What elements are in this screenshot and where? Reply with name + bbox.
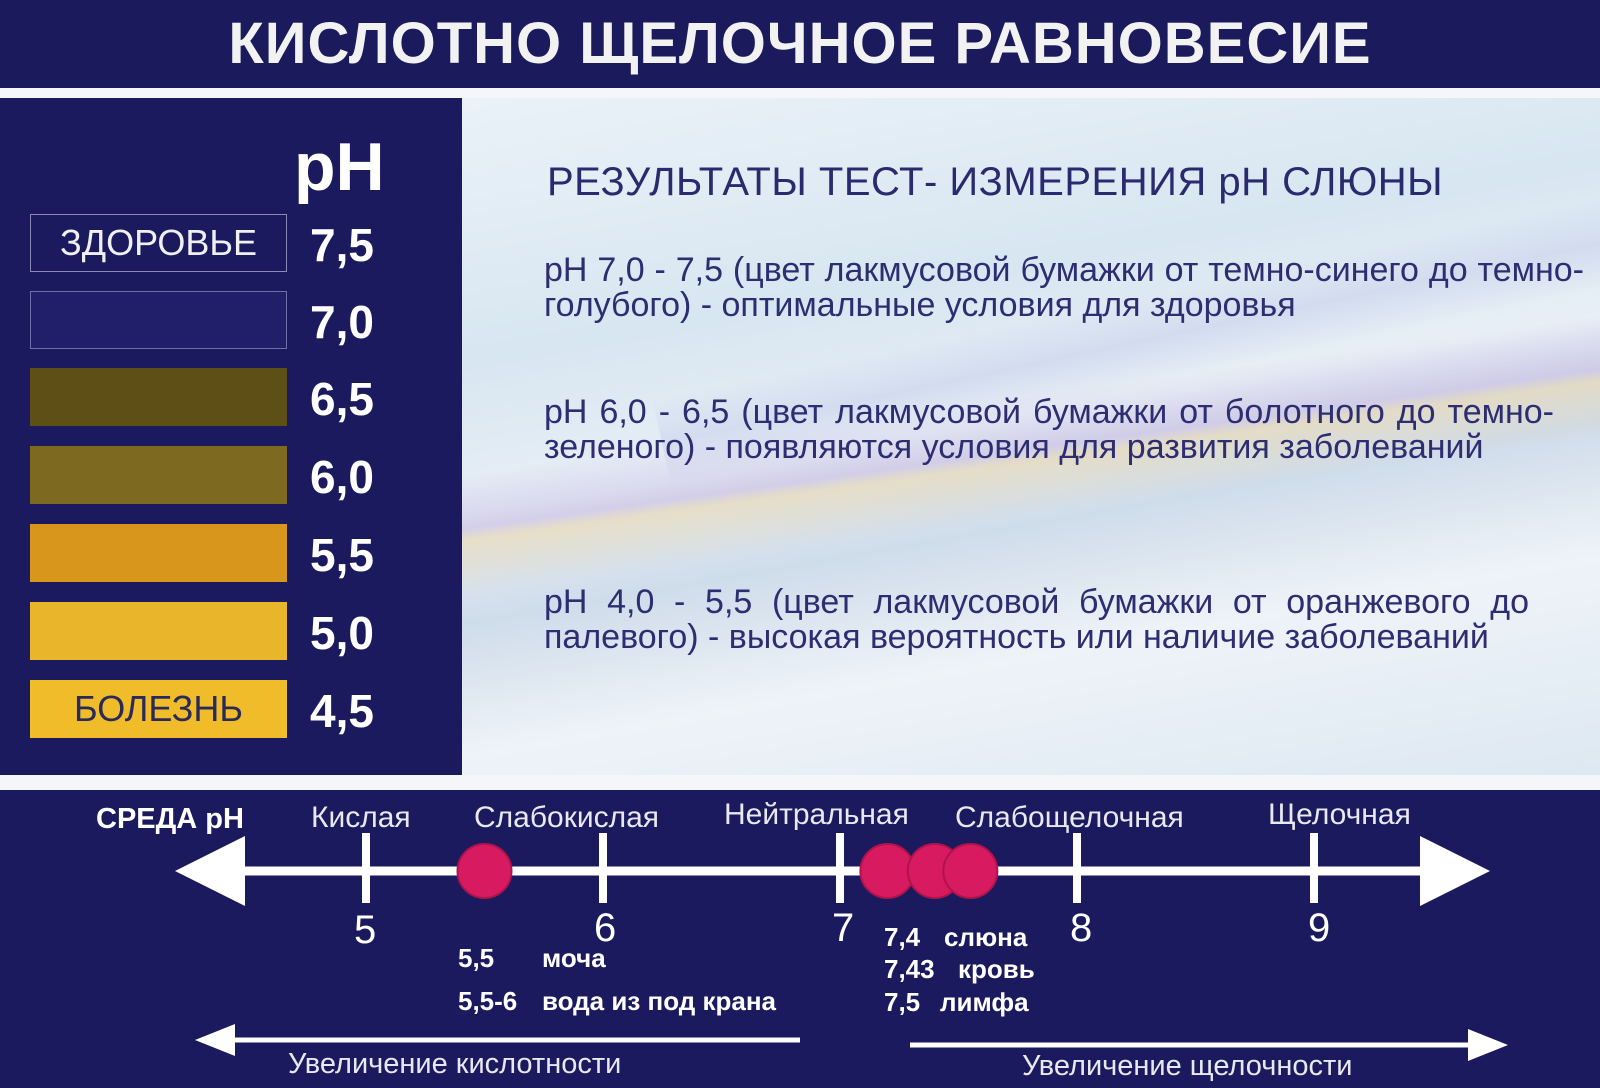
note-text: лимфа xyxy=(940,987,1029,1017)
note-value: 5,5-6 xyxy=(458,986,518,1016)
note-text: вода из под крана xyxy=(542,986,776,1016)
acidity-arrow-label: Увеличение кислотности xyxy=(288,1048,622,1080)
note-value: 7,43 xyxy=(884,954,935,984)
ph-point-marker xyxy=(456,843,513,899)
ph-value: 5,5 xyxy=(310,529,374,581)
alkalinity-arrow-head xyxy=(1468,1029,1508,1061)
zone-label: Щелочная xyxy=(1268,798,1411,831)
note-text: моча xyxy=(542,943,606,973)
result-paragraph: pH 4,0 - 5,5 (цвет лакмусовой бумажки от… xyxy=(544,583,1529,656)
tick-label: 8 xyxy=(1070,906,1093,950)
swatch-ph-7-0 xyxy=(30,291,287,349)
bottom-divider xyxy=(0,775,1600,790)
ph-point-marker xyxy=(942,843,999,899)
header-divider xyxy=(0,88,1600,98)
acidity-arrow-head xyxy=(195,1024,235,1056)
header: КИСЛОТНО ЩЕЛОЧНОЕ РАВНОВЕСИЕ xyxy=(0,0,1600,88)
ph-value: 6,0 xyxy=(310,451,374,503)
swatch-ph-6-0 xyxy=(30,446,287,504)
results-title: РЕЗУЛЬТАТЫ ТЕСТ- ИЗМЕРЕНИЯ pH СЛЮНЫ xyxy=(547,160,1444,204)
tick-label: 5 xyxy=(354,908,377,952)
tick-label: 9 xyxy=(1308,906,1331,950)
ph-value: 5,0 xyxy=(310,607,374,659)
note-value: 7,4 xyxy=(884,922,921,952)
zone-label: Слабощелочная xyxy=(955,801,1184,834)
swatch-health: ЗДОРОВЬЕ xyxy=(30,214,287,272)
swatch-label: БОЛЕЗНЬ xyxy=(73,688,244,729)
swatch-ph-5-0 xyxy=(30,602,287,660)
swatch-label: ЗДОРОВЬЕ xyxy=(60,222,257,263)
ph-heading: pH xyxy=(294,129,385,205)
zone-label: Нейтральная xyxy=(724,798,909,831)
note-value: 5,5 xyxy=(458,943,495,973)
zone-label: Кислая xyxy=(311,801,411,834)
result-paragraph: pH 7,0 - 7,5 (цвет лакмусовой бумажки от… xyxy=(544,251,1584,324)
swatch-ph-5-5 xyxy=(30,524,287,582)
note-text: слюна xyxy=(944,922,1028,952)
swatch-disease: БОЛЕЗНЬ xyxy=(30,680,287,738)
note-text: кровь xyxy=(958,954,1035,984)
swatch-ph-6-5 xyxy=(30,368,287,426)
axis-arrow-left xyxy=(175,836,245,906)
note-value: 7,5 xyxy=(884,987,921,1017)
tick-label: 7 xyxy=(832,906,855,950)
ph-value: 4,5 xyxy=(310,685,374,737)
axis-arrow-right xyxy=(1420,836,1490,906)
tick-label: 6 xyxy=(594,906,617,950)
ph-value: 6,5 xyxy=(310,373,374,425)
zone-label: Слабокислая xyxy=(474,801,660,834)
ph-point-marker xyxy=(859,843,916,899)
page-title: КИСЛОТНО ЩЕЛОЧНОЕ РАВНОВЕСИЕ xyxy=(228,11,1372,76)
axis-header: СРЕДА pH xyxy=(96,803,244,835)
result-paragraph: pH 6,0 - 6,5 (цвет лакмусовой бумажки от… xyxy=(544,393,1554,466)
ph-value: 7,0 xyxy=(310,296,374,348)
ph-scale-panel xyxy=(0,98,452,775)
results-panel: РЕЗУЛЬТАТЫ ТЕСТ- ИЗМЕРЕНИЯ pH СЛЮНЫ pH 7… xyxy=(462,98,1600,775)
alkalinity-arrow-label: Увеличение щелочности xyxy=(1022,1050,1353,1082)
ph-value: 7,5 xyxy=(310,219,374,271)
